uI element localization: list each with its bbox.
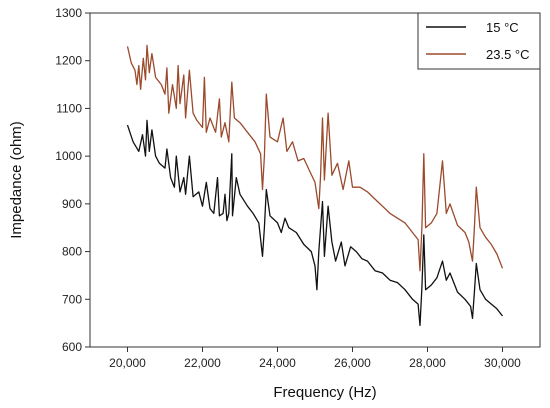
x-tick-label: 20,000 — [109, 356, 146, 370]
y-axis-label: Impedance (ohm) — [8, 121, 25, 239]
legend-label-0: 15 °C — [486, 20, 519, 35]
x-tick-label: 28,000 — [409, 356, 446, 370]
x-tick-label: 24,000 — [259, 356, 296, 370]
legend: 15 °C 23.5 °C — [417, 12, 541, 70]
series-line-1 — [126, 44, 504, 272]
y-tick-label: 1100 — [56, 101, 82, 115]
legend-label-1: 23.5 °C — [486, 47, 530, 62]
series-line-0 — [126, 119, 504, 327]
x-axis-ticks: 20,000 22,000 24,000 26,000 28,000 30,000 — [109, 347, 521, 370]
y-tick-label: 1000 — [55, 149, 82, 163]
y-tick-label: 1200 — [55, 54, 82, 68]
x-tick-label: 22,000 — [184, 356, 221, 370]
x-tick-label: 26,000 — [334, 356, 371, 370]
x-tick-label: 30,000 — [484, 356, 521, 370]
plot-border — [89, 12, 541, 348]
series-layer — [126, 44, 504, 327]
y-tick-label: 800 — [62, 245, 82, 259]
x-axis-label: Frequency (Hz) — [273, 384, 376, 401]
y-tick-label: 900 — [62, 197, 82, 211]
y-tick-label: 1300 — [55, 6, 82, 20]
y-axis-ticks: 600 700 800 900 1000 1100 1200 1300 — [55, 6, 90, 354]
y-tick-label: 600 — [62, 340, 82, 354]
plot-frame — [89, 12, 541, 348]
y-tick-label: 700 — [62, 292, 82, 306]
legend-box — [417, 12, 541, 70]
